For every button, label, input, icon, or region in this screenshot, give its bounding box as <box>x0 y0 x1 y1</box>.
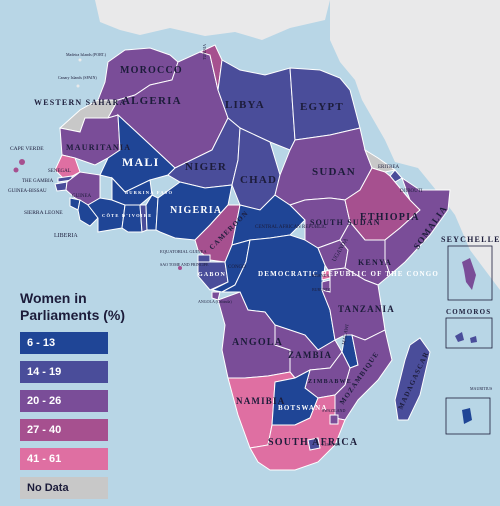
country-mauritius[interactable] <box>462 408 472 424</box>
label-gabon: GABON <box>198 272 226 278</box>
label-burkina-faso: BURKINA FASO <box>125 190 173 195</box>
europe-landmass <box>95 0 330 40</box>
label-zimbabwe: ZIMBABWE <box>308 379 352 385</box>
label-tanzania: TANZANIA <box>338 304 395 314</box>
country-equatorial-guinea[interactable] <box>197 254 211 263</box>
label-western-sahara: WESTERN SAHARA <box>34 98 127 107</box>
country-madeira[interactable] <box>78 58 82 62</box>
country-sao-tome[interactable] <box>178 266 182 270</box>
label-cote-divoire: CÔTE D'IVOIRE <box>102 213 152 218</box>
legend-title: Women in Parliaments (%) <box>20 290 126 323</box>
label-botswana: BOTSWANA <box>278 404 328 412</box>
label-guinea-bissau: GUINEA-BISSAU <box>8 189 47 194</box>
label-nigeria: NIGERIA <box>170 205 222 216</box>
label-liberia: LIBERIA <box>54 233 78 239</box>
label-eq-guinea: EQUATORIAL GUINEA <box>160 249 207 254</box>
legend-item-14-19: 14 - 19 <box>20 361 108 383</box>
label-guinea: GUINEA <box>72 194 92 199</box>
middle-east-landmass <box>330 0 500 290</box>
legend-item-6-13: 6 - 13 <box>20 332 108 354</box>
label-angola-cabinda: ANGOLA (Cabinda) <box>198 299 232 304</box>
label-libya: LIBYA <box>225 99 265 111</box>
label-angola: ANGOLA <box>232 337 283 348</box>
country-guinea-bissau[interactable] <box>54 181 68 192</box>
label-senegal: SENEGAL <box>48 169 71 174</box>
label-sierra-leone: SIERRA LEONE <box>24 210 63 216</box>
label-namibia: NAMIBIA <box>236 396 285 406</box>
label-tunisia: TUNISIA <box>202 44 207 60</box>
label-eritrea: ERITREA <box>378 165 399 170</box>
label-seychelles: SEYCHELLES <box>441 235 500 244</box>
country-ghana[interactable] <box>121 204 143 233</box>
label-morocco: MOROCCO <box>120 65 183 76</box>
label-congo: CONGO <box>228 265 246 270</box>
label-swaziland: SWAZILAND <box>322 408 345 413</box>
label-burundi: BURUNDI <box>312 287 331 292</box>
legend-item-27-40: 27 - 40 <box>20 419 108 441</box>
country-swaziland[interactable] <box>329 414 339 425</box>
comoros-inset <box>445 317 493 349</box>
country-madagascar[interactable] <box>394 337 431 421</box>
label-mauritania: MAURITANIA <box>66 143 131 152</box>
label-sudan: SUDAN <box>312 166 356 178</box>
label-canary: Canary Islands (SPAIN) <box>58 75 97 80</box>
label-mali: MALI <box>122 155 159 169</box>
legend-item-no-data: No Data <box>20 477 108 499</box>
country-canary-islands[interactable] <box>76 84 80 88</box>
legend-item-20-26: 20 - 26 <box>20 390 108 412</box>
seychelles-inset <box>447 245 493 301</box>
label-car: CENTRAL AFRICAN REPUBLIC <box>255 225 327 230</box>
label-mauritius: MAURITIUS <box>470 386 492 391</box>
label-comoros: COMOROS <box>446 308 491 316</box>
label-egypt: EGYPT <box>300 101 344 113</box>
label-drc: DEMOCRATIC REPUBLIC OF THE CONGO <box>258 270 439 278</box>
label-chad: CHAD <box>240 174 277 186</box>
label-lesotho: LESOTHO <box>322 442 340 447</box>
legend-item-41-61: 41 - 61 <box>20 448 108 470</box>
label-south-sudan: SOUTH SUDAN <box>310 218 381 227</box>
country-lesotho[interactable] <box>307 437 321 451</box>
country-comoros[interactable] <box>455 332 477 343</box>
label-kenya: KENYA <box>358 258 392 267</box>
mauritius-inset <box>445 397 491 435</box>
label-ethiopia: ETHIOPIA <box>360 212 420 223</box>
country-cape-verde-2[interactable] <box>13 167 19 173</box>
label-malawi: MALAWI <box>342 324 351 346</box>
country-eritrea[interactable] <box>363 148 397 173</box>
country-cape-verde[interactable] <box>19 159 25 165</box>
label-cape-verde: CAPE VERDE <box>10 146 44 152</box>
label-sao-tome: SAO TOME AND PRINCIPE <box>160 262 209 267</box>
label-rwanda: RWANDA <box>312 273 329 278</box>
label-djibouti: DJIBOUTI <box>400 189 423 194</box>
country-burkina-faso[interactable] <box>111 176 153 206</box>
label-south-africa: SOUTH AFRICA <box>268 437 358 448</box>
legend: Women in Parliaments (%) 6 - 13 14 - 19 … <box>20 290 130 506</box>
country-kenya[interactable] <box>339 221 391 286</box>
label-niger: NIGER <box>185 161 227 173</box>
label-algeria: ALGERIA <box>122 95 182 107</box>
label-madeira: Madeira Islands (PORT.) <box>66 52 107 57</box>
country-seychelles[interactable] <box>462 258 476 290</box>
label-zambia: ZAMBIA <box>288 350 332 360</box>
label-gambia: THE GAMBIA <box>22 179 54 184</box>
